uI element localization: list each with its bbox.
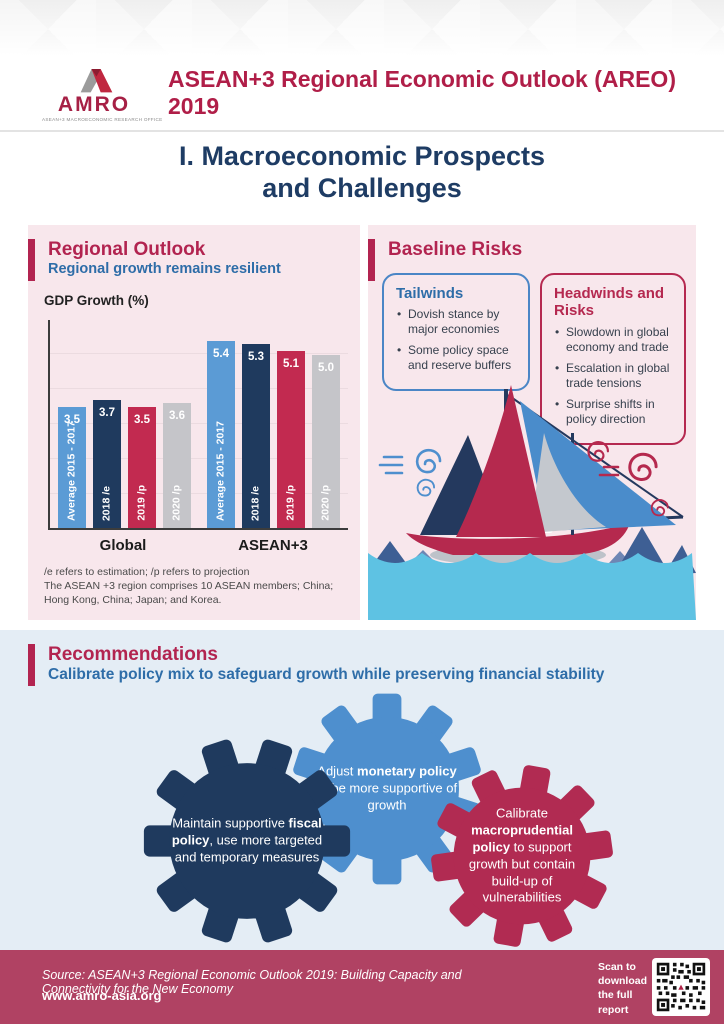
tailwinds-list: Dovish stance by major economies Some po… <box>396 307 518 373</box>
amro-logo-word: AMRO <box>57 93 131 116</box>
gear-fiscal-policy: Maintain supportive fiscal policy, use m… <box>140 734 354 948</box>
bar-value: 3.7 <box>99 406 115 419</box>
chart-title: GDP Growth (%) <box>44 293 149 308</box>
bar-value: 3.5 <box>64 413 80 426</box>
regional-outlook-subtitle: Regional growth remains resilient <box>48 260 281 277</box>
baseline-risks-header: Baseline Risks <box>368 225 696 281</box>
regional-outlook-header: Regional Outlook Regional growth remains… <box>28 225 360 281</box>
bar-category: 2019 /p <box>135 485 148 521</box>
bar-category: 2020 /p <box>319 485 332 521</box>
tailwinds-bullet: Some policy space and reserve buffers <box>396 343 518 373</box>
page-title: I. Macroeconomic Prospects and Challenge… <box>0 140 724 205</box>
bar-category: Average 2015 - 2017 <box>214 420 227 521</box>
page-title-line1: I. Macroeconomic Prospects <box>178 141 546 171</box>
header-divider <box>0 130 724 132</box>
bar-category: 2020 /p <box>170 485 183 521</box>
recommendations-section: Recommendations Calibrate policy mix to … <box>0 630 724 950</box>
bar-value: 3.6 <box>169 410 185 423</box>
bar-value: 5.0 <box>318 361 334 374</box>
header: AMRO ASEAN+3 MACROECONOMIC RESEARCH OFFI… <box>0 58 724 128</box>
gear-icon <box>143 739 351 943</box>
bar-category: 2019 /p <box>284 485 297 521</box>
bar-category: 2018 /e <box>100 485 113 521</box>
bar-value: 5.4 <box>213 347 229 360</box>
bar-asean3-2018: 5.3 2018 /e <box>242 344 270 528</box>
bar-value: 3.5 <box>134 413 150 426</box>
footnote-line1: /e refers to estimation; /p refers to pr… <box>44 566 250 578</box>
qr-code-icon <box>655 961 707 1013</box>
bar-value: 5.3 <box>248 351 264 364</box>
section-accent <box>28 239 35 281</box>
bar-asean3-2019: 5.1 2019 /p <box>277 351 305 528</box>
headwinds-bullet: Escalation in global trade tensions <box>554 361 674 391</box>
headwinds-list: Slowdown in global economy and trade Esc… <box>554 325 674 427</box>
tailwinds-box: Tailwinds Dovish stance by major economi… <box>382 273 530 392</box>
amro-logo: AMRO ASEAN+3 MACROECONOMIC RESEARCH OFFI… <box>42 64 163 122</box>
bar-value: 5.1 <box>283 358 299 371</box>
section-accent <box>28 644 35 686</box>
gear-icon <box>431 765 613 947</box>
recommendations-subtitle: Calibrate policy mix to safeguard growth… <box>48 665 605 683</box>
headwinds-title: Headwinds and Risks <box>554 285 665 320</box>
qr-code <box>652 958 710 1016</box>
chart-footnote: /e refers to estimation; /p refers to pr… <box>44 565 344 608</box>
bar-group-asean3: 5.4 Average 2015 - 2017 5.3 2018 /e 5.1 … <box>199 320 348 528</box>
recommendations-header: Recommendations Calibrate policy mix to … <box>0 630 724 686</box>
bar-global-2020: 3.6 2020 /p <box>163 403 191 528</box>
gear-monetary-policy: Adjust monetary policy to be more suppor… <box>288 690 486 888</box>
bar-asean3-average: 5.4 Average 2015 - 2017 <box>207 340 235 528</box>
headwinds-bullet: Surprise shifts in policy direction <box>554 397 674 427</box>
wind-swirl-blue <box>378 448 442 497</box>
section-accent <box>368 239 375 281</box>
regional-outlook-panel: Regional Outlook Regional growth remains… <box>28 225 360 620</box>
bar-category: Average 2015 - 2017 <box>65 420 78 521</box>
sailboat-illustration <box>368 385 696 620</box>
recommendations-title: Recommendations <box>48 644 218 665</box>
amro-logo-icon <box>80 69 113 93</box>
gear-macroprudential-text: Calibrate macroprudential policy to supp… <box>468 805 576 905</box>
wind-swirl-red <box>587 441 669 517</box>
bar-group-global: 3.5 Average 2015 - 2017 3.7 2018 /e 3.5 … <box>50 320 199 528</box>
baseline-risks-title: Baseline Risks <box>388 239 523 260</box>
footer-website: www.amro-asia.org <box>42 988 162 1003</box>
page-title-line2: and Challenges <box>262 173 462 204</box>
bar-asean3-2020: 5.0 2020 /p <box>312 354 340 528</box>
geometric-banner <box>0 0 724 58</box>
amro-logo-caption: ASEAN+3 MACROECONOMIC RESEARCH OFFICE <box>42 117 163 122</box>
bar-global-2019: 3.5 2019 /p <box>128 406 156 528</box>
report-title: ASEAN+3 Regional Economic Outlook (AREO)… <box>168 66 676 119</box>
baseline-risks-panel: Baseline Risks Tailwinds Dovish stance b… <box>368 225 696 620</box>
tailwinds-title: Tailwinds <box>396 285 464 302</box>
group-label-asean3: ASEAN+3 <box>238 537 308 554</box>
bar-global-average: 3.5 Average 2015 - 2017 <box>58 406 86 528</box>
footnote-line2: The ASEAN +3 region comprises 10 ASEAN m… <box>44 580 334 607</box>
tailwinds-bullet: Dovish stance by major economies <box>396 307 518 337</box>
gdp-growth-chart: 3.5 Average 2015 - 2017 3.7 2018 /e 3.5 … <box>48 320 348 530</box>
footer-source: Source: ASEAN+3 Regional Economic Outloo… <box>42 968 462 996</box>
gear-monetary-text: Adjust monetary policy to be more suppor… <box>316 763 458 813</box>
risk-boxes: Tailwinds Dovish stance by major economi… <box>382 273 686 445</box>
regional-outlook-title: Regional Outlook <box>48 239 206 260</box>
gear-fiscal-text: Maintain supportive fiscal policy, use m… <box>171 815 323 865</box>
gear-macroprudential-policy: Calibrate macroprudential policy to supp… <box>428 762 616 950</box>
scan-label: Scan to download the full report <box>598 961 647 1016</box>
headwinds-bullet: Slowdown in global economy and trade <box>554 325 674 355</box>
chart-x-labels: Global ASEAN+3 <box>48 537 348 554</box>
bar-global-2018: 3.7 2018 /e <box>93 399 121 528</box>
group-label-global: Global <box>99 537 147 554</box>
bar-category: 2018 /e <box>249 485 262 521</box>
footer: Source: ASEAN+3 Regional Economic Outloo… <box>0 950 724 1024</box>
headwinds-box: Headwinds and Risks Slowdown in global e… <box>540 273 686 445</box>
